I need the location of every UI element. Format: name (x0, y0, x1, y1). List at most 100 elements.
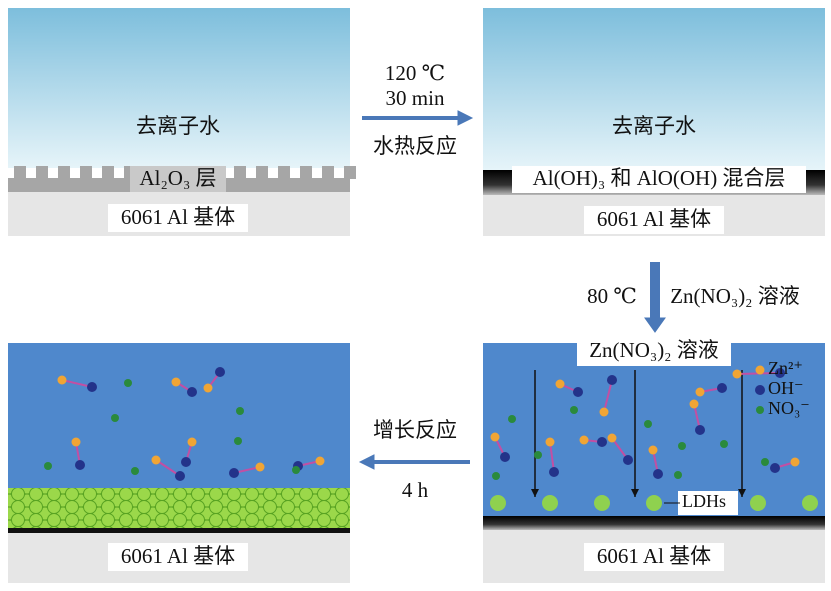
ldh-particle (646, 495, 662, 511)
label-box (584, 543, 724, 571)
oh-ion (87, 382, 97, 392)
label-box (108, 204, 248, 232)
zn-ion (71, 437, 81, 447)
diffusion-arrow-head (631, 489, 639, 497)
bond (603, 379, 613, 413)
oh-ion (607, 375, 617, 385)
no3-ion (124, 379, 132, 387)
water (8, 8, 350, 168)
zn-ion (648, 445, 658, 455)
oh-ion (695, 425, 705, 435)
oxide-tooth (36, 166, 48, 179)
oh-ion (775, 368, 785, 378)
oxide-tooth (80, 166, 92, 179)
water (8, 343, 350, 488)
arrow-head (644, 317, 666, 333)
zn-ion (732, 369, 742, 379)
oxide-tooth (300, 166, 312, 179)
zn-ion (695, 387, 705, 397)
mixed-layer (483, 516, 825, 530)
water (483, 343, 825, 516)
oh-ion (229, 468, 239, 478)
no3-ion (678, 442, 686, 450)
step-label: Zn(NO₃)₂ 溶液 (670, 284, 800, 308)
zn-ion (171, 377, 181, 387)
zn-ion (545, 437, 555, 447)
zn-ion (315, 456, 325, 466)
legend-dot (755, 365, 765, 375)
oxide-tooth (322, 166, 334, 179)
oh-ion (187, 387, 197, 397)
step-label: 30 min (386, 86, 445, 110)
substrate-label: 6061 Al 基体 (121, 544, 235, 568)
mixed-layer (8, 528, 350, 533)
panel-solution: Zn(NO₃)₂ 溶液 6061 Al 基体 (483, 338, 825, 583)
oh-ion (181, 457, 191, 467)
no3-ion (131, 467, 139, 475)
panel-growth: 6061 Al 基体 (8, 343, 350, 583)
arrow-down (650, 262, 660, 320)
oh-ion (717, 383, 727, 393)
oh-ion (175, 471, 185, 481)
ldh-layer (8, 488, 350, 528)
no3-ion (234, 437, 242, 445)
label-box (577, 338, 731, 366)
oh-ion (549, 467, 559, 477)
legend-label: OH⁻ (768, 378, 804, 398)
oh-ion (623, 455, 633, 465)
step-label: 4 h (402, 478, 429, 502)
layer-label: Al(OH)₃ 和 AlO(OH) 混合层 (533, 166, 786, 190)
ldh-particle (542, 495, 558, 511)
zn-ion (555, 379, 565, 389)
oxide-tooth (256, 166, 268, 179)
zn-ion (203, 383, 213, 393)
ldh-particle (750, 495, 766, 511)
diffusion-arrow-head (738, 489, 746, 497)
layer-label: Al₂O₃ 层 (139, 166, 216, 190)
oxide-tooth (278, 166, 290, 179)
panel-hydrothermal: 去离子水 Al(OH)₃ 和 AlO(OH) 混合层 6061 Al 基体 (483, 8, 825, 236)
legend-label: Zn²⁺ (768, 358, 803, 378)
no3-ion (644, 420, 652, 428)
oh-ion (597, 437, 607, 447)
arrow-head (457, 110, 474, 126)
product-label: LDHs (682, 491, 726, 511)
step-label: 增长反应 (373, 418, 457, 442)
zn-ion (607, 433, 617, 443)
zn-ion (151, 455, 161, 465)
overlay: Zn²⁺OH⁻NO₃⁻ LDHs (44, 358, 818, 515)
no3-ion (570, 406, 578, 414)
oxide-tooth (234, 166, 246, 179)
step-label: 120 ℃ (385, 61, 445, 85)
oxide-tooth (344, 166, 356, 179)
legend-dot (756, 406, 764, 414)
zn-ion (490, 432, 500, 442)
substrate-label: 6061 Al 基体 (597, 207, 711, 231)
water-label: 去离子水 (612, 114, 696, 138)
no3-ion (674, 471, 682, 479)
legend-label: NO₃⁻ (768, 398, 810, 418)
diffusion-arrow-head (531, 489, 539, 497)
water-label: 去离子水 (136, 114, 220, 138)
label-box (512, 166, 806, 193)
no3-ion (508, 415, 516, 423)
legend-dot (755, 385, 765, 395)
no3-ion (111, 414, 119, 422)
no3-ion (720, 440, 728, 448)
zn-ion (599, 407, 609, 417)
oh-ion (653, 469, 663, 479)
arrows (358, 110, 666, 470)
label-box (584, 206, 724, 234)
no3-ion (761, 458, 769, 466)
solution-label: Zn(NO₃)₂ 溶液 (589, 338, 719, 362)
oxide-tooth (58, 166, 70, 179)
oh-ion (75, 460, 85, 470)
oh-ion (215, 367, 225, 377)
substrate-label: 6061 Al 基体 (121, 205, 235, 229)
no3-ion (236, 407, 244, 415)
step-label: 水热反应 (373, 134, 457, 158)
no3-ion (292, 466, 300, 474)
no3-ion (534, 451, 542, 459)
label-box (130, 166, 226, 192)
